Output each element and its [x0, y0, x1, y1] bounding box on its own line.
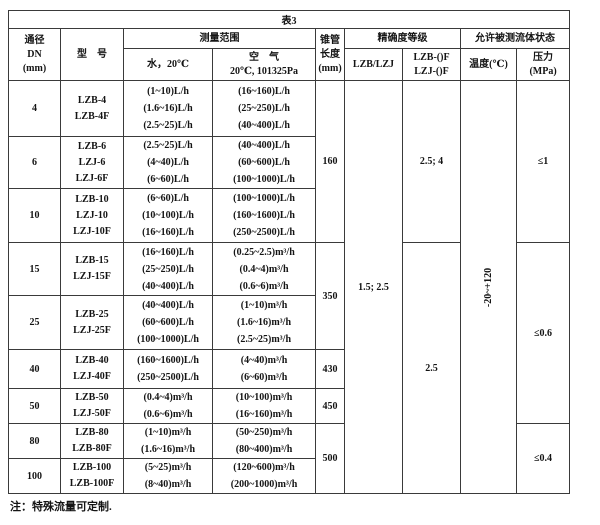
- col-header-pressure: 压力 (MPa): [515, 48, 571, 81]
- water-range-cell: (40~400)L/h (60~600)L/h (100~1000)L/h: [123, 295, 213, 350]
- dn-cell: 100: [8, 458, 61, 494]
- col-header-temperature: 温度(℃): [460, 48, 517, 81]
- cone-length-cell: 500: [315, 423, 345, 494]
- air-range-cell: (10~100)m³/h (16~160)m³/h: [212, 388, 316, 424]
- pressure-cell: ≤1: [515, 80, 571, 243]
- model-cell: LZB-40 LZJ-40F: [60, 349, 124, 389]
- table-row: 10 LZB-10 LZJ-10 LZJ-10F (6~60)L/h (10~1…: [8, 188, 570, 243]
- dn-cell: 40: [8, 349, 61, 389]
- col-header-model: 型 号: [60, 28, 124, 81]
- footnote: 注：特殊流量可定制.: [10, 501, 112, 513]
- air-range-cell: (16~160)L/h (25~250)L/h (40~400)L/h: [212, 80, 316, 137]
- water-range-cell: (2.5~25)L/h (4~40)L/h (6~60)L/h: [123, 136, 213, 189]
- col-header-range-group: 测量范围: [123, 28, 316, 49]
- col-header-accuracy-f: LZB-()F LZJ-()F: [402, 48, 461, 81]
- dn-cell: 50: [8, 388, 61, 424]
- model-cell: LZB-10 LZJ-10 LZJ-10F: [60, 188, 124, 243]
- model-cell: LZB-25 LZJ-25F: [60, 295, 124, 350]
- dn-cell: 15: [8, 242, 61, 296]
- accuracy-f-cell: 2.5; 4: [402, 80, 461, 243]
- table-row: 80 LZB-80 LZB-80F (1~10)m³/h (1.6~16)m³/…: [8, 423, 571, 494]
- dn-cell: 10: [8, 188, 61, 243]
- col-header-air: 空 气 20℃, 101325Pa: [212, 48, 316, 81]
- water-range-cell: (6~60)L/h (10~100)L/h (16~160)L/h: [123, 188, 213, 243]
- dn-cell: 4: [8, 80, 61, 137]
- model-cell: LZB-15 LZJ-15F: [60, 242, 124, 296]
- pressure-cell: ≤0.4: [515, 423, 571, 494]
- model-cell: LZB-100 LZB-100F: [60, 458, 124, 494]
- model-cell: LZB-80 LZB-80F: [60, 423, 124, 459]
- water-range-cell: (1~10)m³/h (1.6~16)m³/h: [123, 423, 213, 459]
- water-range-cell: (160~1600)L/h (250~2500)L/h: [123, 349, 213, 389]
- water-range-cell: (0.4~4)m³/h (0.6~6)m³/h: [123, 388, 213, 424]
- table-row: 50 LZB-50 LZJ-50F (0.4~4)m³/h (0.6~6)m³/…: [8, 388, 570, 424]
- dn-cell: 80: [8, 423, 61, 459]
- air-range-cell: (1~10)m³/h (1.6~16)m³/h (2.5~25)m³/h: [212, 295, 316, 350]
- temperature-cell: -20~+120: [460, 80, 517, 494]
- accuracy-std-cell: 1.5; 2.5: [344, 80, 403, 494]
- col-header-cone-length: 锥管 长度 (mm): [315, 28, 345, 81]
- air-range-cell: (120~600)m³/h (200~1000)m³/h: [212, 458, 316, 494]
- spec-table: 表3 通径 DN (mm) 型 号 测量范围 锥管 长度 (mm) 精确度等级 …: [7, 10, 571, 494]
- air-range-cell: (40~400)L/h (60~600)L/h (100~1000)L/h: [212, 136, 316, 189]
- dn-cell: 6: [8, 136, 61, 189]
- water-range-cell: (1~10)L/h (1.6~16)L/h (2.5~25)L/h: [123, 80, 213, 137]
- col-header-accuracy-group: 精确度等级: [344, 28, 461, 49]
- table-title: 表3: [7, 10, 571, 29]
- air-range-cell: (0.25~2.5)m³/h (0.4~4)m³/h (0.6~6)m³/h: [212, 242, 316, 296]
- table-row: 4 LZB-4 LZB-4F (1~10)L/h (1.6~16)L/h (2.…: [8, 80, 571, 494]
- air-range-cell: (50~250)m³/h (80~400)m³/h: [212, 423, 316, 459]
- table-row: 40 LZB-40 LZJ-40F (160~1600)L/h (250~250…: [8, 349, 570, 389]
- cone-length-cell: 350: [315, 242, 345, 350]
- col-header-fluid-group: 允许被测流体状态: [459, 28, 571, 49]
- model-cell: LZB-6 LZJ-6 LZJ-6F: [60, 136, 124, 189]
- col-header-water: 水，20℃: [123, 48, 213, 81]
- accuracy-f-cell: 2.5: [402, 242, 461, 494]
- table-row: 6 LZB-6 LZJ-6 LZJ-6F (2.5~25)L/h (4~40)L…: [8, 136, 570, 189]
- table-row: 100 LZB-100 LZB-100F (5~25)m³/h (8~40)m³…: [8, 458, 570, 494]
- pressure-cell: ≤0.6: [515, 242, 571, 424]
- cone-length-cell: 450: [315, 388, 345, 424]
- water-range-cell: (16~160)L/h (25~250)L/h (40~400)L/h: [123, 242, 213, 296]
- air-range-cell: (100~1000)L/h (160~1600)L/h (250~2500)L/…: [212, 188, 316, 243]
- water-range-cell: (5~25)m³/h (8~40)m³/h: [123, 458, 213, 494]
- model-cell: LZB-4 LZB-4F: [60, 80, 124, 137]
- col-header-dn: 通径 DN (mm): [8, 28, 61, 81]
- cone-length-cell: 430: [315, 349, 345, 389]
- cone-length-cell: 160: [315, 80, 345, 243]
- model-cell: LZB-50 LZJ-50F: [60, 388, 124, 424]
- temperature-value: -20~+120: [482, 267, 494, 307]
- col-header-accuracy-std: LZB/LZJ: [344, 48, 403, 81]
- table-row: 15 LZB-15 LZJ-15F (16~160)L/h (25~250)L/…: [8, 242, 571, 494]
- air-range-cell: (4~40)m³/h (6~60)m³/h: [212, 349, 316, 389]
- table-row: 25 LZB-25 LZJ-25F (40~400)L/h (60~600)L/…: [8, 295, 570, 350]
- dn-cell: 25: [8, 295, 61, 350]
